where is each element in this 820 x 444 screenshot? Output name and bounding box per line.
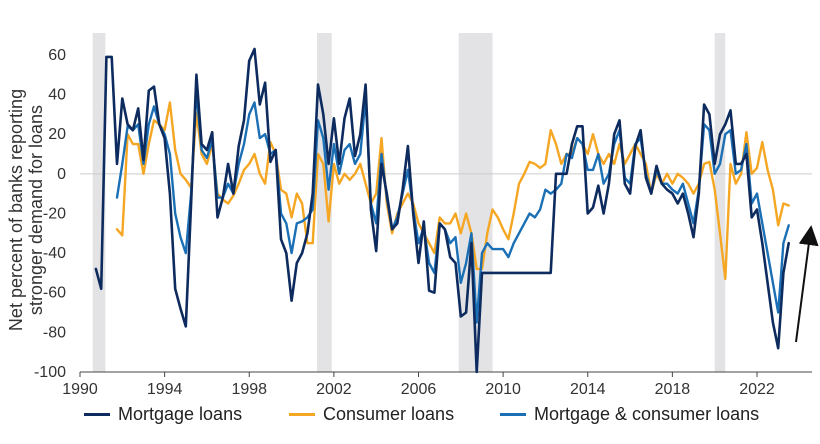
y-tick-label: -40 [43,245,66,262]
y-tick-label: -100 [34,364,66,381]
legend-label-combined: Mortgage & consumer loans [534,404,760,424]
series-line-0 [94,47,790,374]
x-tick-label: 2010 [485,381,521,398]
legend-label-mortgage: Mortgage loans [118,404,243,424]
y-tick-label: -20 [43,205,66,222]
series-line-2 [115,89,790,324]
legend-label-consumer: Consumer loans [323,404,455,424]
y-tick-label: -60 [43,285,66,302]
series-line-1 [115,101,790,281]
line-chart: 1990 1994 1998 2002 2006 2010 2014 2018 2022 60 40… [6,33,819,398]
legend-swatch-mortgage [84,413,110,416]
x-tick-label: 2022 [739,381,775,398]
chart-legend: Mortgage loans Consumer loans Mortgage &… [0,404,820,434]
legend-item-mortgage: Mortgage loans [84,404,242,425]
x-tick-label: 1998 [231,381,267,398]
annotations [795,225,819,343]
y-tick-label: -80 [43,324,66,341]
y-tick-label: 60 [48,47,66,64]
x-tick-label: 2018 [655,381,691,398]
legend-item-consumer: Consumer loans [289,404,454,425]
x-tick-label: 2002 [316,381,352,398]
x-tick-label: 2006 [401,381,437,398]
y-tick-label: 40 [48,87,66,104]
y-axis-label-line-1: Net percent of banks reporting [6,89,26,331]
legend-item-combined: Mortgage & consumer loans [500,404,759,425]
upward-trend-arrow [795,225,819,343]
recession-band [316,33,332,372]
recession-bands [92,33,726,372]
y-tick-label: 0 [57,166,66,183]
legend-swatch-combined [500,413,526,416]
legend-swatch-consumer [289,413,315,416]
x-tick-label: 1994 [147,381,183,398]
y-axis-label-line-2: stronger demand for loans [26,105,46,315]
recession-band [714,33,726,372]
x-tick-label: 2014 [570,381,606,398]
axes: 1990 1994 1998 2002 2006 2010 2014 2018 2022 60 40… [34,47,812,398]
y-tick-label: 20 [48,126,66,143]
x-tick-label: 1990 [62,381,98,398]
series-lines [94,47,790,374]
